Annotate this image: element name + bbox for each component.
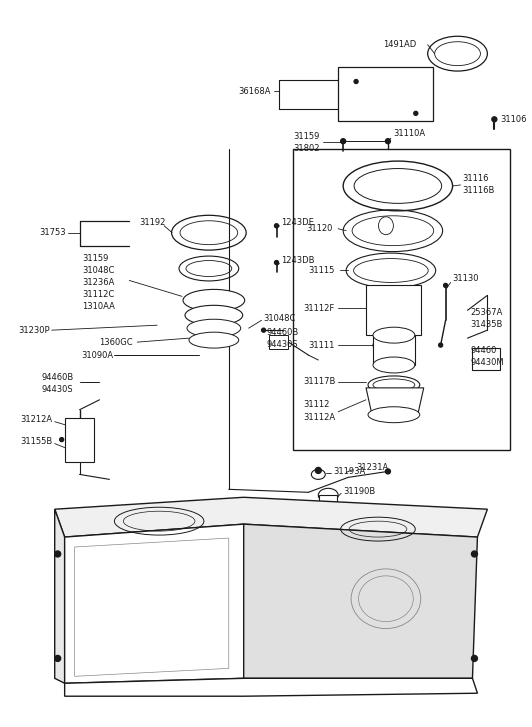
Text: 36168A: 36168A	[239, 87, 271, 96]
Circle shape	[444, 284, 447, 287]
Text: 31112C: 31112C	[82, 290, 115, 299]
Circle shape	[275, 260, 279, 265]
Text: 31120: 31120	[306, 224, 332, 233]
Bar	[472, 348, 500, 370]
Text: 31112A: 31112A	[303, 413, 336, 422]
Text: 31192: 31192	[139, 218, 165, 228]
Text: 31802: 31802	[294, 144, 320, 153]
Bar	[366, 286, 421, 335]
Polygon shape	[366, 388, 423, 414]
Circle shape	[439, 343, 443, 347]
Bar	[319, 495, 337, 513]
Text: 31236A: 31236A	[82, 278, 115, 287]
Text: 31116: 31116	[462, 174, 489, 183]
Text: 31159: 31159	[82, 254, 109, 263]
Ellipse shape	[187, 319, 240, 337]
Polygon shape	[65, 524, 244, 683]
Circle shape	[315, 467, 321, 473]
Circle shape	[492, 117, 497, 122]
Text: 1243DE: 1243DE	[281, 218, 314, 228]
Ellipse shape	[373, 357, 415, 373]
Circle shape	[471, 551, 477, 557]
Text: 25367A: 25367A	[470, 308, 503, 317]
Text: 31106: 31106	[500, 115, 527, 124]
Text: 94430M: 94430M	[470, 358, 504, 366]
Bar	[338, 67, 433, 121]
Bar	[269, 335, 288, 349]
Ellipse shape	[185, 305, 243, 325]
Text: 31048C: 31048C	[263, 314, 296, 323]
Circle shape	[340, 139, 346, 144]
Circle shape	[262, 328, 265, 332]
Polygon shape	[244, 524, 477, 678]
Text: 94460: 94460	[470, 345, 497, 355]
Text: 31435B: 31435B	[470, 320, 503, 329]
Ellipse shape	[318, 489, 338, 502]
Text: 31193A: 31193A	[333, 467, 365, 476]
Circle shape	[55, 551, 61, 557]
Text: 31110A: 31110A	[393, 129, 425, 137]
Polygon shape	[55, 509, 65, 683]
Circle shape	[275, 224, 279, 228]
Bar	[65, 418, 95, 462]
Ellipse shape	[368, 407, 420, 422]
Circle shape	[354, 79, 358, 84]
Circle shape	[414, 111, 418, 116]
Bar	[294, 149, 510, 449]
Text: 31230P: 31230P	[18, 326, 49, 334]
Bar	[373, 335, 415, 365]
Text: 1310AA: 1310AA	[82, 302, 115, 311]
Text: 31190B: 31190B	[343, 487, 376, 496]
Text: 94430S: 94430S	[267, 340, 298, 349]
Polygon shape	[65, 678, 477, 696]
Text: 1360GC: 1360GC	[99, 337, 133, 347]
Circle shape	[471, 656, 477, 662]
Text: 1243DB: 1243DB	[281, 256, 315, 265]
Text: 94460B: 94460B	[267, 328, 299, 337]
Text: 31112: 31112	[303, 401, 330, 409]
Circle shape	[60, 438, 64, 441]
Text: 31111: 31111	[309, 340, 335, 350]
Text: 1491AD: 1491AD	[383, 40, 416, 49]
Text: 94460B: 94460B	[42, 374, 74, 382]
Circle shape	[385, 469, 390, 474]
Text: 94430S: 94430S	[42, 385, 73, 394]
Text: 31115: 31115	[309, 266, 335, 275]
Circle shape	[55, 656, 61, 662]
Text: 31112F: 31112F	[303, 304, 335, 313]
Text: 31753: 31753	[40, 228, 66, 237]
Text: 31117B: 31117B	[303, 377, 336, 387]
Text: 31231A: 31231A	[356, 463, 388, 472]
Ellipse shape	[189, 332, 239, 348]
Text: 31212A: 31212A	[20, 415, 52, 424]
Ellipse shape	[183, 289, 245, 311]
Text: 31155B: 31155B	[20, 437, 52, 446]
Text: 31116B: 31116B	[462, 186, 495, 196]
Polygon shape	[55, 497, 487, 537]
Text: 31048C: 31048C	[82, 266, 115, 275]
Text: 31130: 31130	[453, 274, 479, 283]
Circle shape	[385, 139, 390, 144]
Ellipse shape	[373, 327, 415, 343]
Text: 31159: 31159	[294, 132, 320, 141]
Text: 31090A: 31090A	[81, 350, 114, 360]
